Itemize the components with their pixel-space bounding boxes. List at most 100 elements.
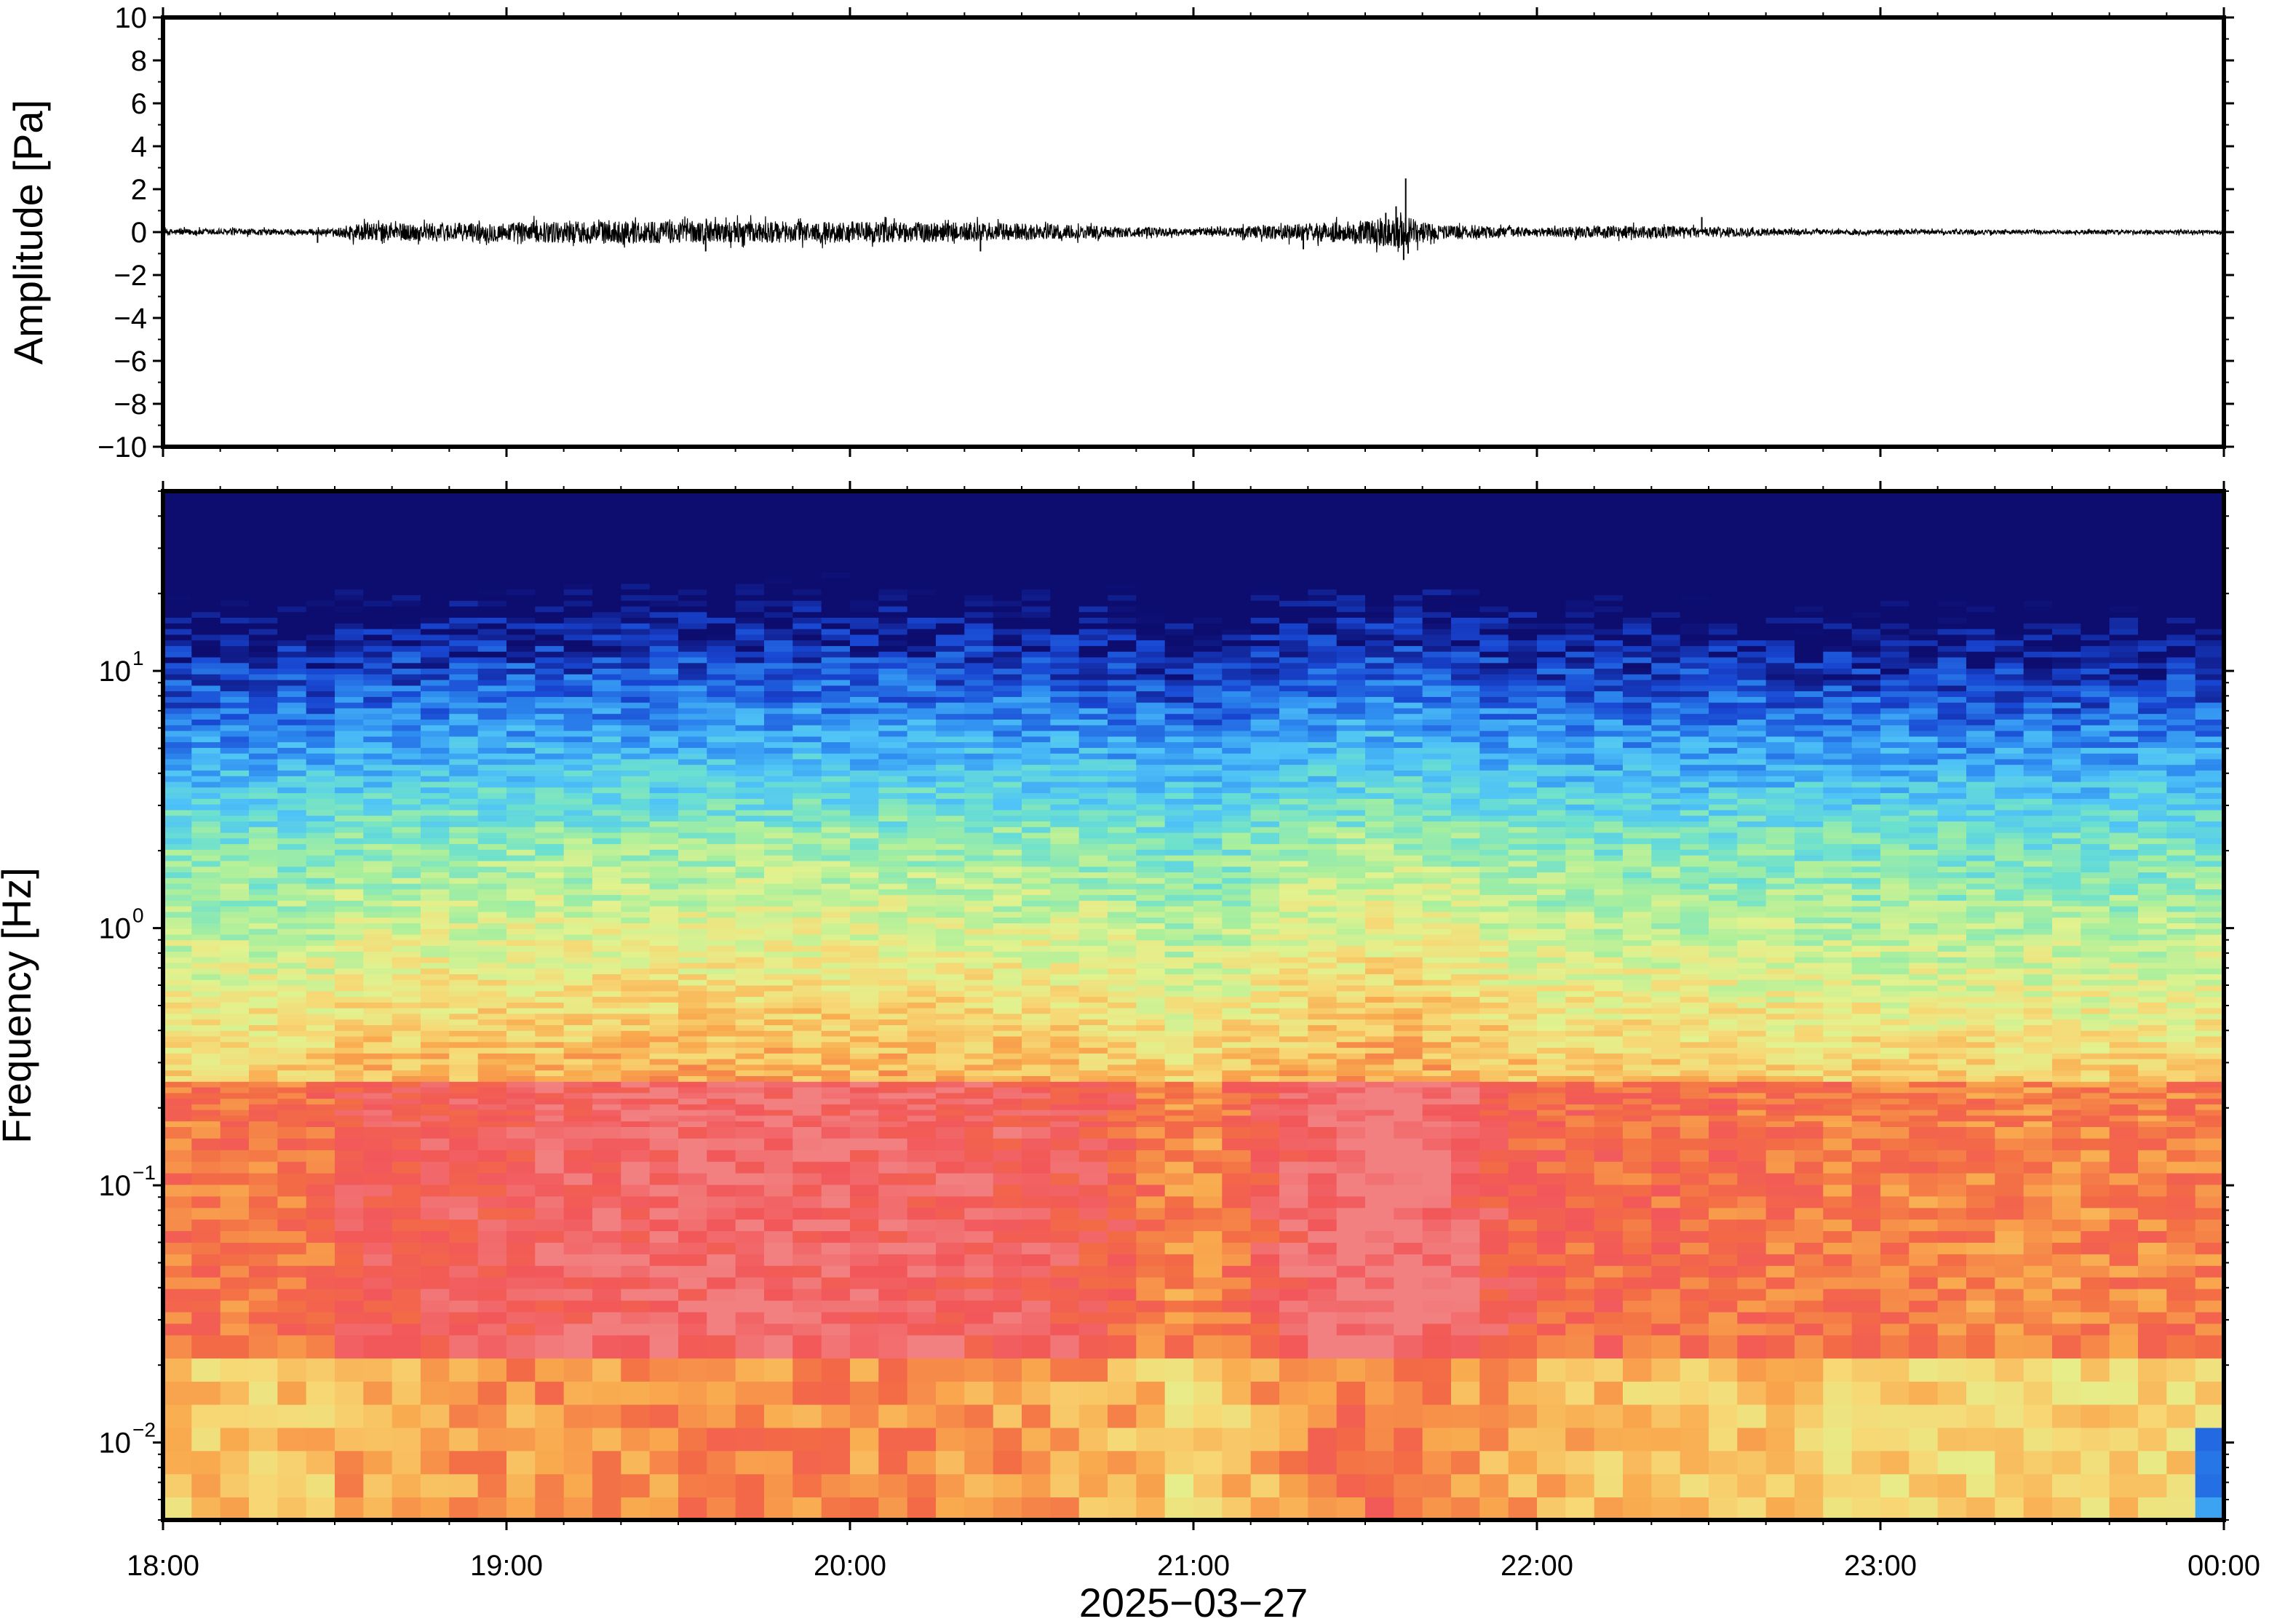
spectrogram-cell [277,1288,307,1301]
spectrogram-cell [1078,827,1108,833]
spectrogram-cell [421,979,450,986]
spectrogram-cell [277,1219,307,1232]
spectrogram-cell [592,747,622,754]
spectrogram-cell [621,1086,651,1094]
spectrogram-cell [735,1019,765,1025]
spectrogram-cell [535,515,565,522]
spectrogram-cell [506,888,536,896]
spectrogram-cell [707,934,736,941]
spectrogram-cell [1136,911,1166,918]
spectrogram-cell [563,888,593,896]
spectrogram-cell [964,741,994,748]
spectrogram-cell [421,803,450,811]
spectrogram-cell [506,1030,536,1037]
spectrogram-cell [764,1230,794,1243]
spectrogram-cell [191,566,221,573]
spectrogram-cell [821,1121,851,1127]
spectrogram-cell [735,866,765,872]
spectrogram-cell [277,662,307,669]
spectrogram-cell [821,803,851,811]
spectrogram-cell [1050,1002,1080,1008]
spectrogram-cell [563,792,593,799]
spectrogram-cell [477,521,507,528]
spectrogram-cell [163,1473,193,1497]
spectrogram-cell [850,815,880,821]
spectrogram-cell [249,1047,279,1054]
spectrogram-cell [421,776,450,782]
spectrogram-cell [707,939,736,947]
spectrogram-cell [506,560,536,567]
spectrogram-cell [792,764,822,771]
spectrogram-cell [707,577,736,584]
spectrogram-cell [821,1311,851,1324]
spectrogram-cell [878,544,908,550]
spectrogram-cell [735,951,765,958]
spectrogram-cell [306,1098,335,1104]
spectrogram-cell [477,1075,507,1082]
spectrogram-cell [621,1265,651,1278]
spectrogram-cell [563,696,593,703]
spectrogram-cell [220,594,250,601]
spectrogram-cell [477,883,507,890]
spectrogram-cell [993,1184,1022,1197]
spectrogram-cell [335,837,365,845]
spectrogram-cell [477,1334,507,1359]
spectrogram-cell [1078,843,1108,850]
spectrogram-cell [936,945,966,952]
spectrogram-cell [792,1053,822,1059]
spectrogram-cell [191,1080,221,1088]
spectrogram-cell [735,1104,765,1110]
spectrogram-cell [592,674,622,680]
spectrogram-cell [1078,605,1108,613]
spectrogram-cell [249,1207,279,1220]
spectrogram-cell [363,707,393,715]
spectrogram-cell [878,917,908,923]
spectrogram-cell [878,679,908,686]
spectrogram-cell [792,939,822,947]
spectrogram-cell [392,572,421,578]
spectrogram-cell [249,498,279,505]
spectrogram-cell [821,962,851,969]
spectrogram-cell [563,1299,593,1313]
spectrogram-cell [1108,1323,1137,1336]
spectrogram-cell [850,521,880,528]
spectrogram-cell [563,605,593,613]
spectrogram-cell [993,645,1022,652]
spectrogram-cell [535,544,565,550]
spectrogram-cell [592,883,622,890]
spectrogram-cell [907,583,937,590]
spectrogram-cell [764,572,794,578]
spectrogram-cell [449,866,479,872]
spectrogram-cell [907,1184,937,1197]
spectrogram-cell [993,736,1022,743]
spectrogram-cell [850,1030,880,1037]
spectrogram-cell [249,509,279,517]
spectrogram-cell [363,650,393,658]
spectrogram-cell [449,1404,479,1428]
spectrogram-cell [878,962,908,969]
spectrogram-cell [1078,894,1108,901]
spectrogram-cell [850,730,880,737]
spectrogram-cell [707,962,736,969]
spectrogram-cell [907,566,937,573]
spectrogram-cell [477,493,507,499]
spectrogram-cell [335,1254,365,1266]
spectrogram-cell [421,1265,450,1278]
spectrogram-cell [392,1242,421,1254]
spectrogram-cell [993,572,1022,578]
spectrogram-cell [907,905,937,912]
spectrogram-cell [678,1276,708,1289]
spectrogram-cell [220,854,250,861]
spectrogram-cell [249,1013,279,1020]
spectrogram-cell [907,707,937,715]
spectrogram-cell [335,662,365,669]
spectrogram-cell [792,1242,822,1254]
spectrogram-cell [1022,866,1052,872]
spectrogram-cell [163,900,193,907]
spectrogram-cell [649,1311,679,1324]
spectrogram-cell [821,1013,851,1020]
spectrogram-cell [821,1041,851,1048]
spectrogram-cell [363,854,393,861]
spectrogram-cell [907,1053,937,1059]
spectrogram-cell [907,883,937,890]
